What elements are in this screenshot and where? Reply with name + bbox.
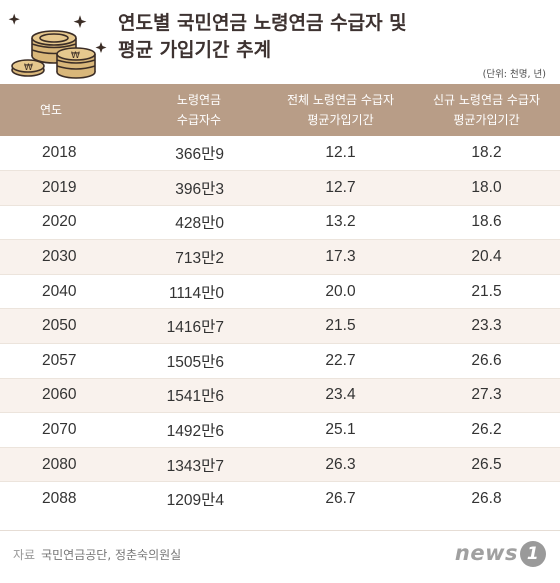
cell-recipients: 366만9	[130, 136, 268, 172]
news1-logo: news 1	[455, 541, 546, 567]
table-row: 2080 1343만7 26.3 26.5	[0, 447, 560, 483]
cell-recipients: 1114만0	[130, 274, 268, 310]
cell-new-period: 26.5	[413, 447, 560, 483]
table-row: 2088 1209만4 26.7 26.8	[0, 482, 560, 517]
cell-total-period: 26.7	[325, 490, 356, 508]
cell-year: 2070	[0, 412, 130, 448]
header-new-line1: 신규 노령연금 수급자	[433, 93, 540, 107]
cell-total-period: 20.0	[268, 274, 413, 310]
table-row: 2019 396만3 12.7 18.0	[0, 170, 560, 206]
cell-year: 2020	[0, 205, 130, 241]
cell-new-period: 18.0	[413, 170, 560, 206]
title-line-2: 평균 가입기간 추계	[118, 39, 272, 61]
cell-recipients: 1492만6	[130, 412, 268, 448]
source-text: 국민연금공단, 정춘숙의원실	[41, 548, 182, 562]
cell-new-period: 26.8	[471, 490, 502, 508]
cell-total-period: 12.1	[268, 136, 413, 172]
cell-total-period: 21.5	[268, 308, 413, 345]
cell-year: 2050	[0, 308, 130, 345]
cell-year: 2019	[0, 170, 130, 206]
svg-text:₩: ₩	[24, 63, 33, 73]
data-table: 연도 노령연금 수급자수 전체 노령연금 수급자 평균가입기간 신규 노령연금 …	[0, 84, 560, 517]
source-label: 자료	[13, 548, 36, 562]
cell-recipients: 428만0	[130, 205, 268, 241]
cell-year: 2040	[0, 274, 130, 310]
cell-new-period: 18.2	[413, 136, 560, 172]
cell-total-period: 23.4	[268, 378, 413, 414]
header-total-line1: 전체 노령연금 수급자	[287, 93, 394, 107]
cell-new-period: 23.3	[413, 308, 560, 345]
table-row: 2018 366만9 12.1 18.2	[0, 136, 560, 172]
cell-year: 2030	[0, 239, 130, 275]
table-row: 2060 1541만6 23.4 27.3	[0, 378, 560, 414]
cell-recipients: 1541만6	[130, 378, 268, 414]
unit-note: (단위: 천명, 년)	[482, 69, 546, 80]
table-row: 2050 1416만7 21.5 23.3	[0, 308, 560, 345]
cell-total-period: 26.3	[268, 447, 413, 483]
cell-total-period: 22.7	[268, 343, 413, 379]
cell-recipients: 1209만4	[166, 492, 224, 510]
cell-new-period: 26.2	[413, 412, 560, 448]
header-recipients-line2: 수급자수	[176, 113, 222, 127]
table-row: 2070 1492만6 25.1 26.2	[0, 412, 560, 448]
cell-total-period: 17.3	[268, 239, 413, 275]
footer: 자료 국민연금공단, 정춘숙의원실 news 1	[0, 530, 560, 583]
cell-total-period: 13.2	[268, 205, 413, 241]
table-row: 2040 1114만0 20.0 21.5	[0, 274, 560, 310]
header-new-line2: 평균가입기간	[453, 113, 520, 127]
header-total-period: 전체 노령연금 수급자 평균가입기간	[268, 84, 413, 136]
source-credit: 자료 국민연금공단, 정춘숙의원실	[13, 546, 181, 563]
table-header-row: 연도 노령연금 수급자수 전체 노령연금 수급자 평균가입기간 신규 노령연금 …	[0, 84, 560, 136]
header-recipients: 노령연금 수급자수	[130, 84, 268, 136]
page-title: 연도별 국민연금 노령연금 수급자 및 평균 가입기간 추계	[118, 10, 407, 64]
table-row: 2020 428만0 13.2 18.6	[0, 205, 560, 241]
cell-year: 2088	[42, 490, 77, 508]
header-year: 연도	[0, 84, 130, 136]
cell-total-period: 12.7	[268, 170, 413, 206]
header-total-line2: 평균가입기간	[307, 113, 374, 127]
cell-recipients: 1343만7	[130, 447, 268, 483]
cell-year: 2080	[0, 447, 130, 483]
cell-year: 2057	[0, 343, 130, 379]
cell-recipients: 396만3	[130, 170, 268, 206]
cell-new-period: 20.4	[413, 239, 560, 275]
cell-total-period: 25.1	[268, 412, 413, 448]
header: ₩ ₩ 연도별 국민연금 노령연금 수급자 및 평균 가입기간 추계 (단위: …	[0, 0, 560, 84]
logo-badge: 1	[520, 541, 546, 567]
table-row: 2057 1505만6 22.7 26.6	[0, 343, 560, 379]
cell-recipients: 1505만6	[130, 343, 268, 379]
cell-recipients: 1416만7	[130, 308, 268, 345]
cell-recipients: 713만2	[130, 239, 268, 275]
header-recipients-line1: 노령연금	[176, 93, 222, 107]
cell-new-period: 18.6	[413, 205, 560, 241]
cell-year: 2018	[0, 136, 130, 172]
cell-new-period: 26.6	[413, 343, 560, 379]
svg-text:₩: ₩	[71, 51, 80, 61]
table-row: 2030 713만2 17.3 20.4	[0, 239, 560, 275]
logo-text: news	[454, 541, 518, 565]
header-new-period: 신규 노령연금 수급자 평균가입기간	[413, 84, 560, 136]
coin-stack-icon: ₩ ₩	[8, 13, 107, 79]
cell-year: 2060	[0, 378, 130, 414]
table-body: 2018 366만9 12.1 18.2 2019 396만3 12.7 18.0 2020 42…	[0, 136, 560, 517]
cell-new-period: 27.3	[413, 378, 560, 414]
cell-new-period: 21.5	[413, 274, 560, 310]
title-line-1: 연도별 국민연금 노령연금 수급자 및	[118, 12, 407, 34]
